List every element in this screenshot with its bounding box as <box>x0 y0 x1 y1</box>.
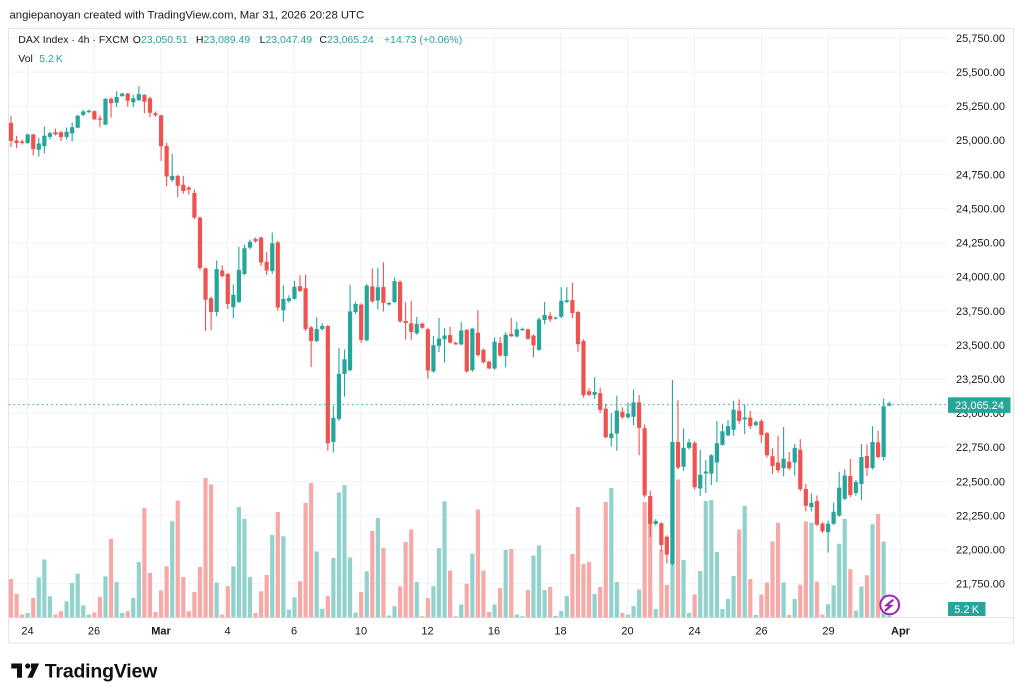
svg-text:24,250.00: 24,250.00 <box>956 238 1005 250</box>
svg-text:angiepanoyan created with Trad: angiepanoyan created with TradingView.co… <box>10 10 365 22</box>
svg-text:23,750.00: 23,750.00 <box>956 306 1005 318</box>
svg-text:22,000.00: 22,000.00 <box>956 545 1005 557</box>
svg-text:23,250.00: 23,250.00 <box>956 374 1005 386</box>
svg-text:+14.73 (+0.06%): +14.73 (+0.06%) <box>384 34 462 46</box>
svg-text:4: 4 <box>224 626 230 638</box>
svg-text:C23,065.24: C23,065.24 <box>319 34 373 46</box>
svg-text:26: 26 <box>755 626 767 638</box>
svg-text:23,065.24: 23,065.24 <box>955 400 1004 412</box>
svg-text:H23,089.49: H23,089.49 <box>196 34 250 46</box>
svg-text:20: 20 <box>621 626 633 638</box>
svg-text:18: 18 <box>554 626 566 638</box>
svg-text:22,500.00: 22,500.00 <box>956 476 1005 488</box>
svg-text:24: 24 <box>688 626 700 638</box>
svg-text:25,500.00: 25,500.00 <box>956 67 1005 79</box>
svg-text:24,500.00: 24,500.00 <box>956 204 1005 216</box>
svg-text:6: 6 <box>291 626 297 638</box>
svg-text:22,250.00: 22,250.00 <box>956 510 1005 522</box>
svg-text:25,000.00: 25,000.00 <box>956 135 1005 147</box>
svg-text:O23,050.51: O23,050.51 <box>133 34 188 46</box>
svg-text:Vol: Vol <box>18 53 33 65</box>
svg-text:21,750.00: 21,750.00 <box>956 579 1005 591</box>
svg-text:DAX Index · 4h · FXCM: DAX Index · 4h · FXCM <box>18 34 128 46</box>
svg-text:23,500.00: 23,500.00 <box>956 340 1005 352</box>
svg-text:TradingView: TradingView <box>45 661 158 683</box>
svg-text:25,750.00: 25,750.00 <box>956 33 1005 45</box>
svg-text:26: 26 <box>88 626 100 638</box>
svg-text:5.2 K: 5.2 K <box>954 604 979 616</box>
svg-text:L23,047.49: L23,047.49 <box>260 34 313 46</box>
svg-text:29: 29 <box>822 626 834 638</box>
svg-text:24,000.00: 24,000.00 <box>956 272 1005 284</box>
svg-text:25,250.00: 25,250.00 <box>956 101 1005 113</box>
svg-text:Apr: Apr <box>891 626 911 638</box>
svg-text:10: 10 <box>355 626 367 638</box>
svg-text:22,750.00: 22,750.00 <box>956 442 1005 454</box>
svg-text:5.2 K: 5.2 K <box>39 53 63 65</box>
svg-text:Mar: Mar <box>151 626 171 638</box>
svg-text:16: 16 <box>488 626 500 638</box>
svg-text:12: 12 <box>421 626 433 638</box>
svg-text:24,750.00: 24,750.00 <box>956 169 1005 181</box>
svg-text:24: 24 <box>21 626 33 638</box>
